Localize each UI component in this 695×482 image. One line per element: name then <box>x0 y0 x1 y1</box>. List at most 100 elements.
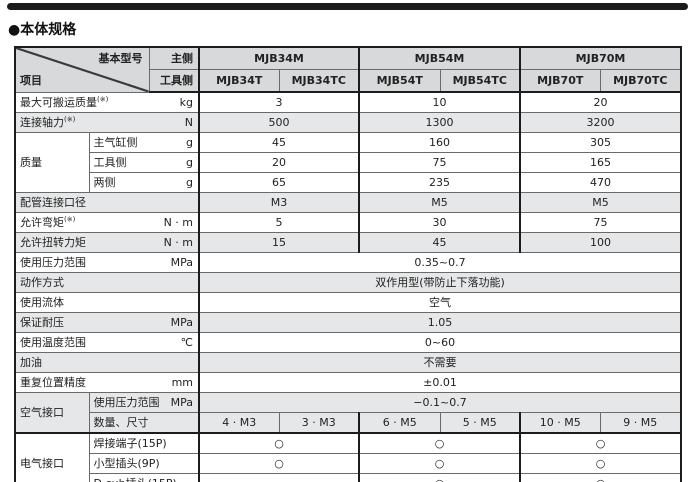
diagonal-line <box>16 48 149 92</box>
spec-row-air-pressure: 空气接口 使用压力范围 MPa −0.1~0.7 <box>14 392 682 434</box>
value-cell: 65 <box>198 172 360 193</box>
row-label: 使用温度范围 <box>20 336 86 349</box>
option-cell: ○ <box>358 473 521 482</box>
row-label: 使用压力范围 <box>20 256 86 269</box>
value-cell: 0~60 <box>198 332 682 353</box>
value-cell: 75 <box>358 152 521 173</box>
row-label: 连接轴力(※) <box>20 115 76 129</box>
sub-label-cell: 数量、尺寸 <box>88 412 200 434</box>
row-label-cell: 连接轴力(※) N <box>14 112 200 133</box>
value-cell: 45 <box>198 132 360 153</box>
row-label-cell: 保证耐压 MPa <box>14 312 200 333</box>
value-cell: 165 <box>519 152 682 173</box>
option-cell: ○ <box>519 432 682 454</box>
unit-label: N <box>184 116 193 129</box>
unit-label: MPa <box>170 396 193 409</box>
row-label-cell: 使用流体 <box>14 292 200 313</box>
unit-label: g <box>186 156 193 169</box>
sub-label: 两侧 <box>93 176 116 189</box>
option-cell: ○ <box>519 473 682 482</box>
value-cell: 160 <box>358 132 521 153</box>
spec-row-lubrication: 加油 不需要 <box>14 352 682 373</box>
option-cell: − <box>198 473 360 482</box>
sub-label: D-sub插头(15P) <box>94 474 177 482</box>
value-cell: 3 <box>198 91 360 113</box>
spec-row-repeatability: 重复位置精度 mm ±0.01 <box>14 372 682 393</box>
value-cell: 75 <box>519 212 682 233</box>
spec-row-mass-cylinder: 质量 主气缸侧 g 45 160 305 <box>14 132 682 193</box>
row-label-cell: 配管连接口径 <box>14 192 200 213</box>
model-header-mjb54t: MJB54T <box>358 69 441 93</box>
sub-label: 焊接端子(15P) <box>93 437 167 450</box>
spec-row-fluid: 使用流体 空气 <box>14 292 682 313</box>
value-cell: 5 · M5 <box>439 412 521 434</box>
unit-label: MPa <box>170 256 193 269</box>
spec-row-axial-force: 连接轴力(※) N 500 1300 3200 <box>14 112 682 133</box>
section-title: ●本体规格 <box>8 22 77 38</box>
spec-row-pipe-port: 配管连接口径 M3 M5 M5 <box>14 192 682 213</box>
value-cell: 20 <box>519 91 682 113</box>
unit-label: MPa <box>170 316 193 329</box>
row-label: 最大可搬运质量(※) <box>20 95 109 109</box>
group-label-electric-port: 电气接口 <box>14 432 90 482</box>
option-cell: ○ <box>358 453 521 474</box>
value-cell: 305 <box>519 132 682 153</box>
unit-label: g <box>186 176 193 189</box>
row-label-cell: 允许扭转力矩 N · m <box>14 232 200 253</box>
unit-label: N · m <box>163 216 193 229</box>
row-label: 允许弯矩(※) <box>20 215 76 229</box>
unit-label: mm <box>171 376 193 389</box>
value-cell: 1300 <box>358 112 521 133</box>
row-label-cell: 重复位置精度 mm <box>14 372 200 393</box>
group-label-air-port: 空气接口 <box>14 392 90 434</box>
row-label: 配管连接口径 <box>20 196 86 209</box>
value-cell: 45 <box>358 232 521 253</box>
spec-row-torsion: 允许扭转力矩 N · m 15 45 100 <box>14 232 682 253</box>
value-cell: M5 <box>519 192 682 213</box>
side-tool-label: 工具侧 <box>148 69 200 93</box>
value-cell: 6 · M5 <box>358 412 441 434</box>
row-label: 加油 <box>20 356 42 369</box>
group-label-mass: 质量 <box>14 132 90 193</box>
model-header-mjb34tc: MJB34TC <box>278 69 360 93</box>
value-cell: 1.05 <box>198 312 682 333</box>
row-label: 使用流体 <box>20 296 64 309</box>
spec-row-temperature: 使用温度范围 ℃ 0~60 <box>14 332 682 353</box>
value-cell: M5 <box>358 192 521 213</box>
spec-table: 基本型号 项目 主侧 MJB34M MJB54M MJB70M 工具侧 MJB3… <box>14 46 682 482</box>
value-cell: 500 <box>198 112 360 133</box>
footnote-mark: (※) <box>64 115 76 124</box>
value-cell: 20 <box>198 152 360 173</box>
value-cell: 5 <box>198 212 360 233</box>
spec-row-proof: 保证耐压 MPa 1.05 <box>14 312 682 333</box>
value-cell: 3200 <box>519 112 682 133</box>
unit-label: kg <box>179 96 193 109</box>
value-cell: 9 · M5 <box>599 412 682 434</box>
model-header-mjb70tc: MJB70TC <box>599 69 682 93</box>
model-header-mjb70t: MJB70T <box>519 69 601 93</box>
model-header-mjb34t: MJB34T <box>198 69 280 93</box>
spec-row-bending: 允许弯矩(※) N · m 5 30 75 <box>14 212 682 233</box>
model-header-mjb54m: MJB54M <box>358 46 521 70</box>
value-cell: 10 · M5 <box>519 412 601 434</box>
top-rule <box>7 3 688 10</box>
row-label-cell: 动作方式 <box>14 272 200 293</box>
corner-model-label: 基本型号 <box>98 52 143 65</box>
footnote-mark: (※) <box>64 215 76 224</box>
model-header-mjb54tc: MJB54TC <box>439 69 521 93</box>
unit-label: ℃ <box>180 336 193 349</box>
sub-label: 使用压力范围 <box>93 396 160 409</box>
sub-label: 小型插头(9P) <box>93 457 160 470</box>
side-main-label: 主侧 <box>148 46 200 70</box>
sub-label: 主气缸侧 <box>93 136 138 149</box>
row-label-cell: 加油 <box>14 352 200 373</box>
row-label-cell: 允许弯矩(※) N · m <box>14 212 200 233</box>
sub-label: 数量、尺寸 <box>93 416 149 429</box>
row-label-cell: 使用温度范围 ℃ <box>14 332 200 353</box>
value-cell: 30 <box>358 212 521 233</box>
option-cell: ○ <box>198 432 360 454</box>
unit-label: N · m <box>163 236 193 249</box>
row-label: 动作方式 <box>20 276 64 289</box>
sub-label-cell: 两侧 g <box>88 172 200 193</box>
